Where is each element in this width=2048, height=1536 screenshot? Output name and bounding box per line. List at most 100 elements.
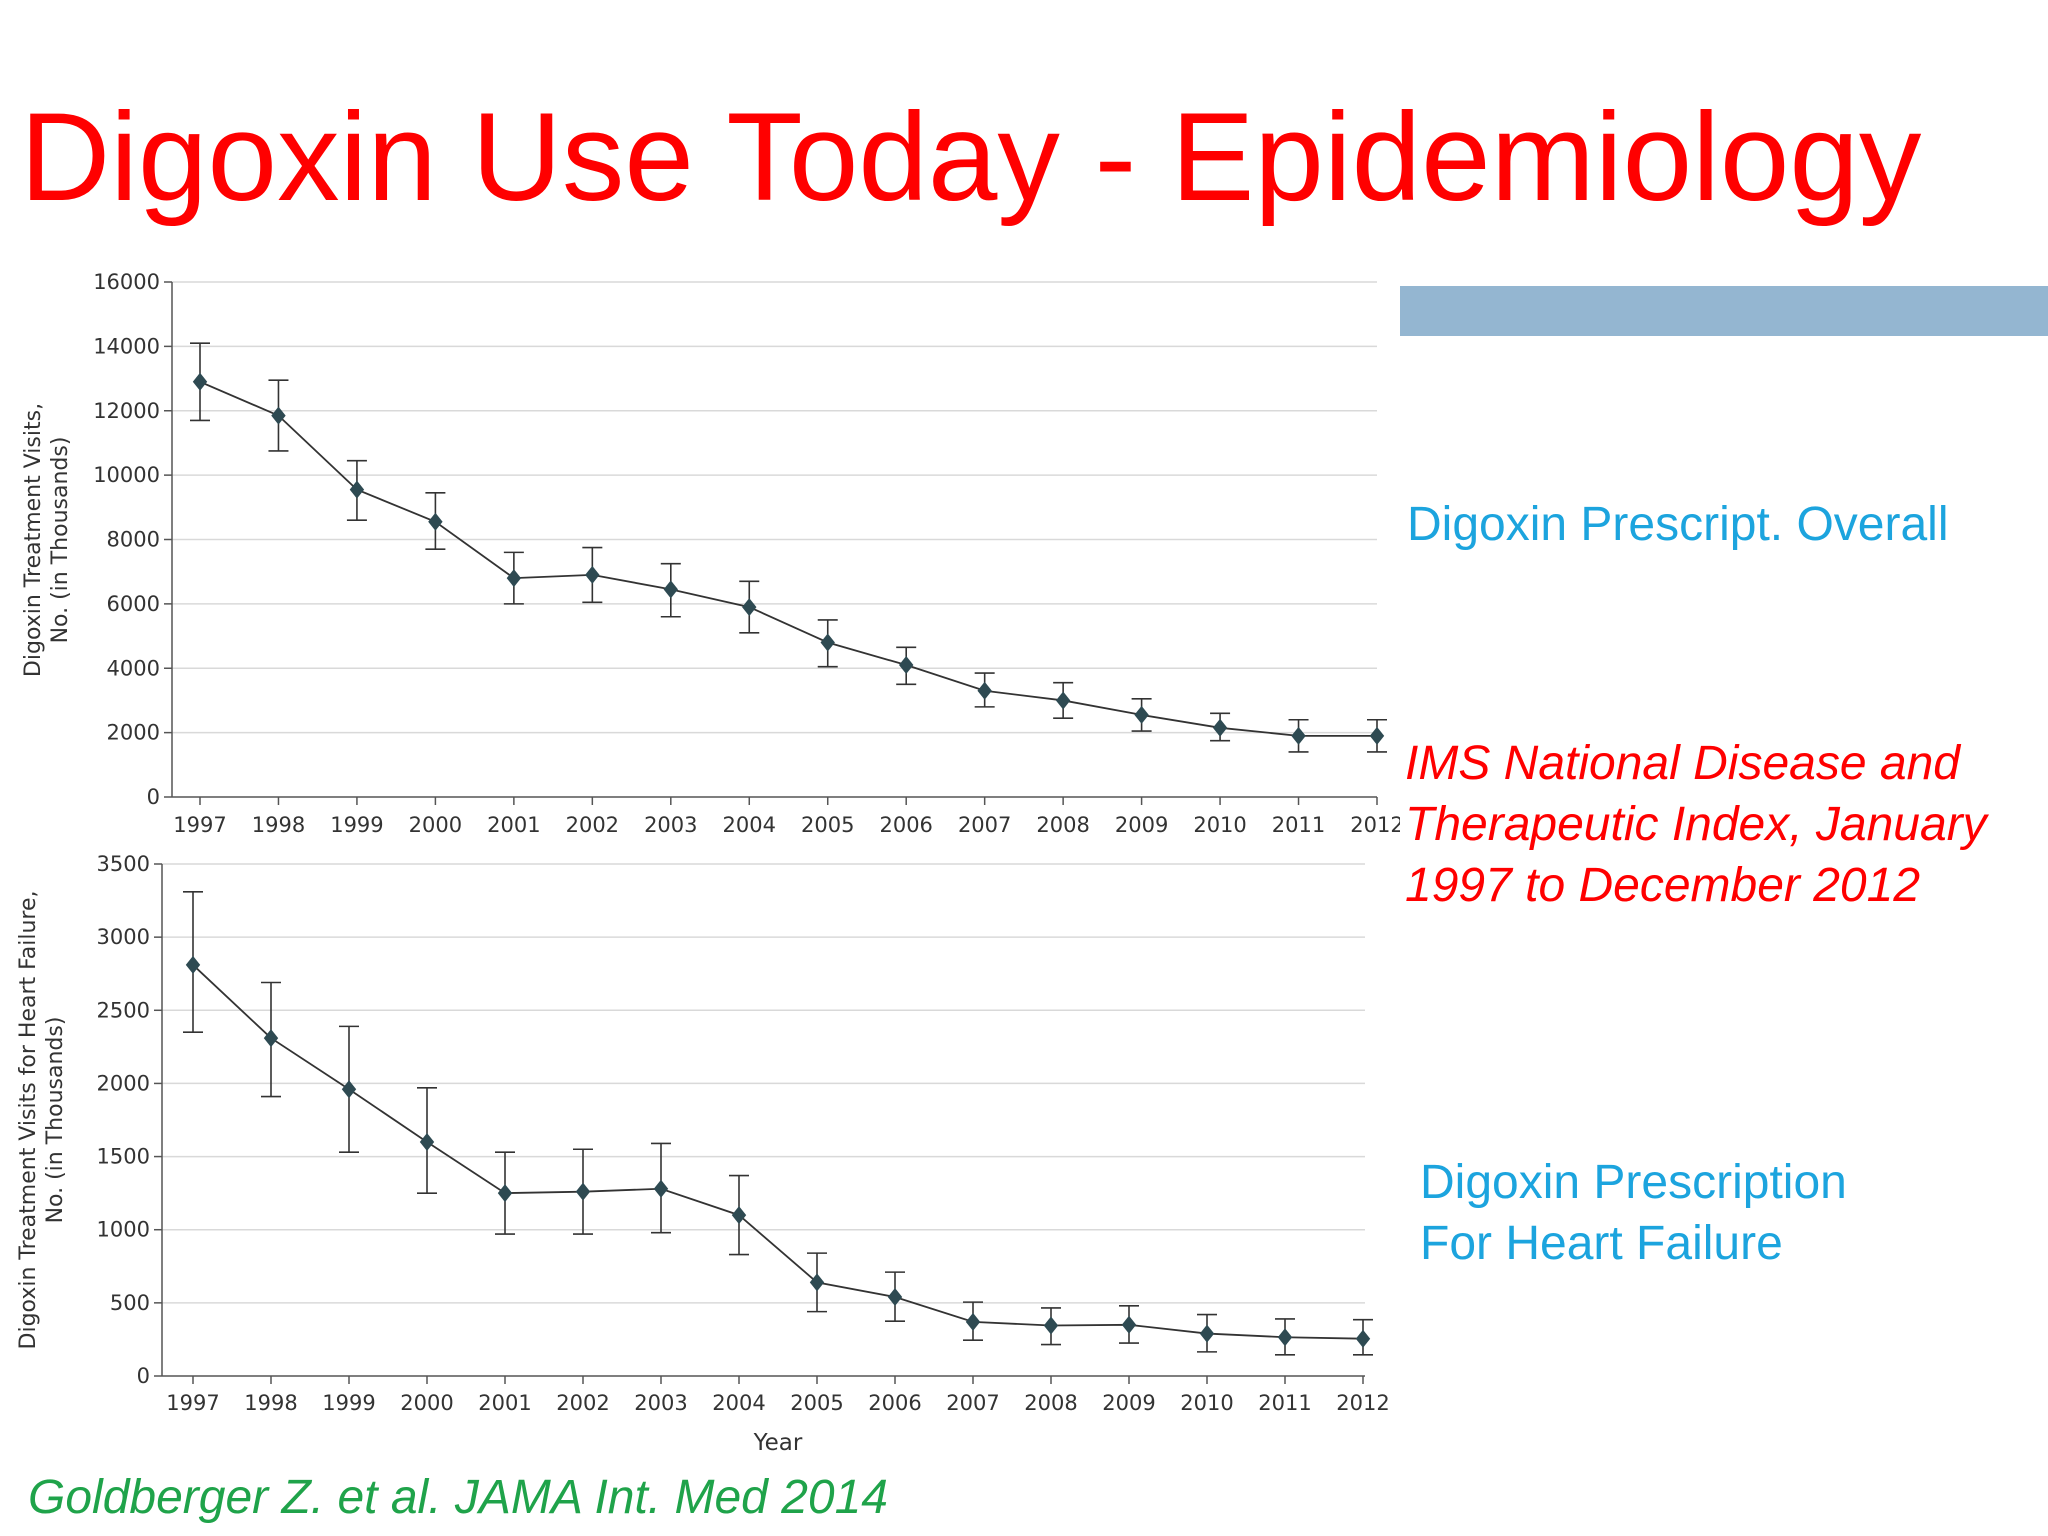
- data-point: [506, 569, 522, 588]
- y-tick-label: 2000: [97, 1071, 150, 1095]
- x-tick-label: 2008: [1024, 1391, 1077, 1415]
- x-tick-label: 1999: [330, 813, 383, 837]
- x-tick-label: 2006: [879, 813, 932, 837]
- data-point: [1369, 726, 1385, 745]
- x-tick-label: 2001: [478, 1391, 531, 1415]
- data-point: [192, 372, 208, 391]
- data-point: [731, 1206, 747, 1225]
- y-tick-label: 1000: [97, 1218, 150, 1242]
- x-tick-label: 2009: [1102, 1391, 1155, 1415]
- y-tick-label: 3000: [97, 925, 150, 949]
- x-tick-label: 1998: [244, 1391, 297, 1415]
- chart-overall-visits: 0 2000 4000 6000 8000 10000 12000 14000 16000 199…: [21, 270, 1400, 837]
- y-tick-label: 6000: [107, 592, 160, 616]
- x-tick-label: 2000: [409, 813, 462, 837]
- note-hf-line: Digoxin Prescription: [1420, 1156, 1847, 1209]
- x-tick-label: 2007: [958, 813, 1011, 837]
- y-tick-label: 2500: [97, 998, 150, 1022]
- data-point: [820, 633, 835, 652]
- data-point: [1043, 1316, 1059, 1335]
- y-tick-label: 8000: [107, 528, 160, 552]
- x-tick-label: 2003: [644, 813, 697, 837]
- y-tick-label: 2000: [107, 721, 160, 745]
- slide-title: Digoxin Use Today - Epidemiology: [20, 88, 1922, 227]
- note-ims-line: 1997 to December 2012: [1405, 859, 1921, 912]
- note-ims-source: IMS National Disease and Therapeutic Ind…: [1405, 733, 1987, 916]
- x-tick-label: 2011: [1272, 813, 1325, 837]
- data-point: [1291, 726, 1306, 745]
- y-tick-label: 16000: [93, 270, 160, 294]
- x-tick-label: 2005: [801, 813, 854, 837]
- note-hf-line: For Heart Failure: [1420, 1217, 1783, 1270]
- data-point: [887, 1288, 903, 1307]
- citation: Goldberger Z. et al. JAMA Int. Med 2014: [28, 1471, 888, 1524]
- y-axis-label: Digoxin Treatment Visits,: [21, 403, 46, 677]
- x-tick-label: 2000: [400, 1391, 453, 1415]
- data-point: [1134, 705, 1149, 724]
- data-point: [428, 512, 443, 531]
- data-point: [1055, 691, 1071, 710]
- x-tick-label: 2006: [868, 1391, 921, 1415]
- data-point: [497, 1184, 513, 1203]
- x-tick-label: 2010: [1180, 1391, 1233, 1415]
- data-point: [742, 598, 757, 617]
- y-tick-label: 12000: [93, 399, 160, 423]
- data-point: [1355, 1329, 1371, 1348]
- x-tick-label: 2004: [712, 1391, 765, 1415]
- accent-bar: [1400, 286, 2048, 336]
- x-tick-label: 2002: [566, 813, 619, 837]
- chart-heart-failure-visits: 0 500 1000 1500 2000 2500 3000 3500 1997 1998 1999…: [16, 852, 1390, 1456]
- data-point: [1199, 1324, 1215, 1343]
- y-tick-label: 0: [147, 785, 160, 809]
- y-axis-label: No. (in Thousands): [48, 437, 73, 644]
- data-point: [341, 1080, 357, 1099]
- x-tick-label: 2011: [1258, 1391, 1311, 1415]
- data-point: [585, 565, 600, 584]
- data-point: [1277, 1328, 1293, 1347]
- x-tick-label: 2003: [634, 1391, 687, 1415]
- data-point: [349, 480, 365, 499]
- data-point: [663, 580, 678, 599]
- x-tick-label: 2010: [1193, 813, 1246, 837]
- x-tick-label: 1997: [166, 1391, 219, 1415]
- y-axis-label: No. (in Thousands): [43, 1017, 68, 1224]
- data-point: [185, 955, 201, 974]
- y-axis-label: Digoxin Treatment Visits for Heart Failu…: [16, 891, 41, 1350]
- series-line: [192, 964, 1364, 1340]
- x-tick-label: 1999: [322, 1391, 375, 1415]
- y-tick-label: 10000: [93, 463, 160, 487]
- x-tick-label: 2012: [1336, 1391, 1389, 1415]
- data-point: [653, 1179, 669, 1198]
- y-tick-label: 4000: [107, 656, 160, 680]
- data-point: [271, 406, 286, 425]
- x-tick-label: 1997: [173, 813, 226, 837]
- data-point: [1212, 718, 1228, 737]
- x-tick-label: 2012: [1350, 813, 1400, 837]
- y-tick-label: 0: [137, 1364, 150, 1388]
- x-tick-label: 2001: [487, 813, 540, 837]
- y-tick-label: 500: [110, 1291, 150, 1315]
- data-point: [419, 1132, 435, 1151]
- note-heart-failure: Digoxin Prescription For Heart Failure: [1420, 1152, 1847, 1274]
- data-point: [1121, 1315, 1137, 1334]
- data-point: [809, 1273, 825, 1292]
- x-tick-label: 1998: [252, 813, 305, 837]
- note-ims-line: IMS National Disease and: [1405, 737, 1960, 790]
- x-tick-label: 2009: [1115, 813, 1168, 837]
- y-tick-label: 14000: [93, 334, 160, 358]
- x-tick-label: 2004: [723, 813, 776, 837]
- y-tick-label: 1500: [97, 1145, 150, 1169]
- note-overall: Digoxin Prescript. Overall: [1407, 498, 1949, 551]
- data-point: [977, 681, 992, 700]
- data-point: [965, 1312, 981, 1331]
- y-tick-label: 3500: [97, 852, 150, 876]
- note-ims-line: Therapeutic Index, January: [1405, 798, 1987, 851]
- data-point: [575, 1182, 591, 1201]
- x-axis-label: Year: [753, 1430, 803, 1456]
- series-line: [199, 380, 1377, 737]
- x-tick-label: 2005: [790, 1391, 843, 1415]
- data-point: [263, 1029, 279, 1048]
- x-tick-label: 2007: [946, 1391, 999, 1415]
- data-point: [899, 656, 914, 675]
- x-tick-label: 2008: [1036, 813, 1089, 837]
